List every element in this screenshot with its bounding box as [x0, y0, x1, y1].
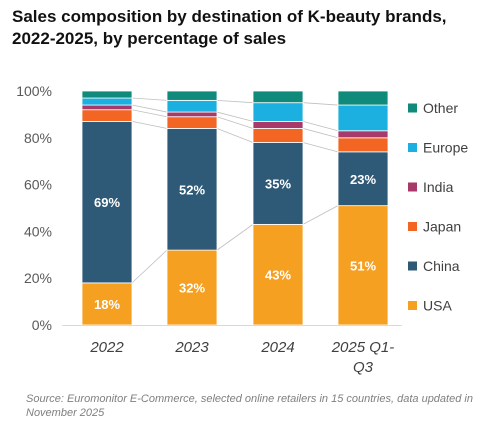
- bar-segment-japan-3: [337, 137, 389, 153]
- bar-segment-other-3: [337, 90, 389, 106]
- legend-label-europe: Europe: [423, 140, 468, 156]
- legend-swatch-india: [408, 182, 417, 192]
- legend-label-china: China: [423, 258, 460, 274]
- y-tick-label: 60%: [24, 177, 52, 193]
- legend: Other Europe India Japan China USA: [408, 100, 468, 314]
- bar-segment-india-3: [337, 130, 389, 139]
- connector-line: [216, 116, 254, 129]
- connector-line: [302, 142, 339, 153]
- connector-line: [131, 121, 168, 129]
- connector-line: [216, 224, 254, 251]
- bar-segment-china-1: [166, 128, 218, 251]
- data-label: 69%: [94, 195, 120, 210]
- x-tick-label: 2022: [89, 339, 124, 356]
- bar-segment-china-0: [81, 121, 133, 284]
- bar-segment-other-0: [81, 90, 133, 99]
- y-axis: 0% 20% 40% 60% 80% 100%: [16, 83, 52, 333]
- data-label: 51%: [350, 258, 376, 273]
- connector-line: [216, 111, 254, 122]
- y-tick-label: 0%: [32, 317, 52, 333]
- data-label: 23%: [350, 172, 376, 187]
- bar-segment-china-3: [337, 151, 389, 207]
- source-note: Source: Euromonitor E-Commerce, selected…: [26, 393, 473, 419]
- bar-segment-india-0: [81, 104, 133, 111]
- data-label: 52%: [179, 182, 205, 197]
- x-tick-label: 2025 Q1-: [331, 339, 395, 356]
- data-label: 32%: [179, 281, 205, 296]
- y-tick-label: 20%: [24, 270, 52, 286]
- bar-segment-other-2: [252, 90, 304, 104]
- bar-segment-japan-0: [81, 109, 133, 122]
- bar-segment-japan-2: [252, 128, 304, 143]
- connector-line: [131, 109, 168, 118]
- x-tick-label: 2023: [174, 339, 209, 356]
- legend-swatch-other: [408, 103, 417, 113]
- x-axis: 2022 2023 2024 2025 Q1- Q3: [62, 325, 402, 376]
- connector-line: [302, 102, 339, 106]
- connector-line: [216, 99, 254, 104]
- x-tick-label: Q3: [353, 359, 374, 376]
- bars: [81, 90, 389, 326]
- bar-segment-india-2: [252, 121, 304, 129]
- legend-swatch-europe: [408, 143, 417, 152]
- legend-label-japan: Japan: [423, 219, 461, 235]
- y-tick-label: 40%: [24, 223, 52, 239]
- bar-segment-japan-1: [166, 116, 218, 129]
- bar-segment-other-1: [166, 90, 218, 101]
- legend-label-other: Other: [423, 100, 458, 116]
- connector-line: [302, 205, 339, 225]
- connector-line: [131, 249, 168, 284]
- legend-label-india: India: [423, 179, 454, 195]
- stacked-bar-chart: 18% 32% 43% 51% 69% 52% 35% 23% 0% 20% 40% 60% 80% 1…: [16, 83, 468, 376]
- bar-segment-europe-1: [166, 99, 218, 113]
- bar-segment-usa-3: [337, 205, 389, 326]
- bar-segment-europe-2: [252, 102, 304, 122]
- bar-segment-europe-0: [81, 97, 133, 106]
- bar-segment-india-1: [166, 111, 218, 118]
- bar-segment-europe-3: [337, 104, 389, 132]
- connector-line: [216, 128, 254, 143]
- y-tick-label: 100%: [16, 83, 52, 99]
- connector-line: [131, 104, 168, 113]
- data-label: 18%: [94, 297, 120, 312]
- x-tick-label: 2024: [260, 339, 294, 356]
- connector-line: [131, 97, 168, 101]
- data-labels: 18% 32% 43% 51% 69% 52% 35% 23%: [94, 172, 376, 312]
- data-label: 43%: [265, 268, 291, 283]
- legend-label-usa: USA: [423, 298, 452, 314]
- data-label: 35%: [265, 176, 291, 191]
- legend-swatch-japan: [408, 222, 417, 231]
- bar-segment-usa-2: [252, 223, 304, 326]
- connector-line: [302, 121, 339, 132]
- legend-swatch-china: [408, 261, 417, 271]
- bar-segment-usa-0: [81, 282, 133, 326]
- y-tick-label: 80%: [24, 130, 52, 146]
- connector-line: [302, 128, 339, 139]
- connector-lines: [131, 97, 339, 284]
- bar-segment-china-2: [252, 142, 304, 225]
- legend-swatch-usa: [408, 301, 417, 310]
- chart-title: Sales composition by destination of K-be…: [12, 7, 447, 48]
